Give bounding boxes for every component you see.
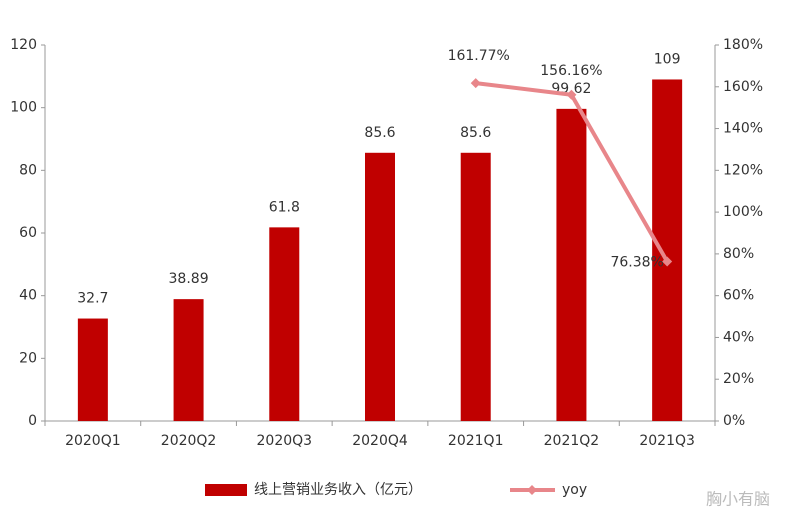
legend-swatch: [205, 484, 247, 496]
x-tick-label: 2021Q3: [639, 433, 695, 449]
bar-value-label: 85.6: [460, 125, 491, 141]
bar: [173, 299, 204, 421]
legend-marker: [527, 485, 537, 495]
x-tick-label: 2021Q1: [448, 433, 504, 449]
line-marker: [566, 89, 577, 100]
y2-tick-label: 180%: [723, 37, 763, 53]
y2-tick-label: 40%: [723, 329, 754, 345]
watermark: 胸小有脑: [706, 490, 770, 509]
y2-tick-label: 20%: [723, 371, 754, 387]
bar: [556, 108, 587, 421]
line-value-label: 161.77%: [448, 48, 510, 64]
x-tick-label: 2020Q1: [65, 433, 121, 449]
line-marker: [470, 78, 481, 89]
bar: [652, 79, 683, 421]
y-tick-label: 120: [10, 37, 37, 53]
bar-value-label: 61.8: [269, 199, 300, 215]
x-tick-label: 2020Q2: [161, 433, 217, 449]
y2-tick-label: 60%: [723, 288, 754, 304]
y2-tick-label: 120%: [723, 162, 763, 178]
bar: [365, 152, 395, 421]
y-tick-label: 60: [19, 225, 37, 241]
bar-value-label: 109: [654, 51, 681, 67]
legend-label: 线上营销业务收入（亿元）: [254, 482, 422, 498]
line-value-label: 156.16%: [540, 63, 602, 79]
x-tick-label: 2020Q3: [257, 433, 313, 449]
y-tick-label: 0: [28, 413, 37, 429]
y-tick-label: 40: [19, 288, 37, 304]
line-marker: [662, 256, 673, 267]
y-tick-label: 100: [10, 100, 37, 116]
y2-tick-label: 80%: [723, 246, 754, 262]
bar-value-label: 38.89: [169, 271, 209, 287]
line-value-label: 76.38%: [610, 254, 663, 270]
bar: [269, 227, 300, 421]
y-tick-label: 80: [19, 162, 37, 178]
bar-value-label: 85.6: [364, 125, 395, 141]
legend-label: yoy: [562, 482, 587, 498]
y2-tick-label: 140%: [723, 121, 763, 137]
y2-tick-label: 160%: [723, 79, 763, 95]
bar: [77, 318, 108, 421]
bar: [460, 152, 491, 421]
x-tick-label: 2021Q2: [544, 433, 600, 449]
bar-value-label: 32.7: [77, 291, 108, 307]
y2-tick-label: 100%: [723, 204, 763, 220]
y2-tick-label: 0%: [723, 413, 745, 429]
x-tick-label: 2020Q4: [352, 433, 408, 449]
y-tick-label: 20: [19, 350, 37, 366]
